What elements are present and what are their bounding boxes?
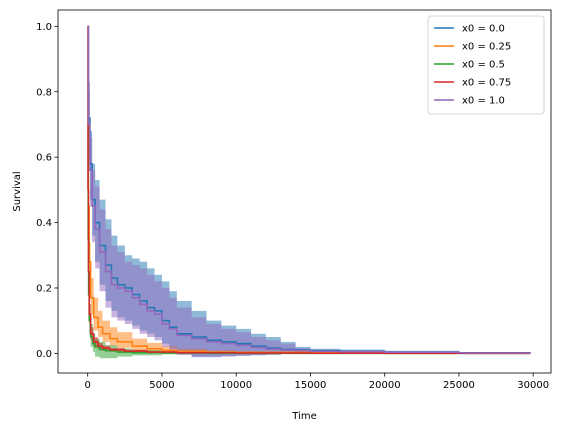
x-tick-label: 5000 xyxy=(149,380,174,391)
x-tick-label: 25000 xyxy=(443,380,475,391)
legend: x0 = 0.0 x0 = 0.25 x0 = 0.5 x0 = 0.75 x0 = 1… xyxy=(427,15,545,115)
y-tick-label: 0.0 xyxy=(36,349,52,360)
legend-label-1: x0 = 0.25 xyxy=(462,42,511,53)
legend-label-2: x0 = 0.5 xyxy=(462,60,505,71)
y-tick-label: 0.6 xyxy=(36,153,52,164)
y-tick-label: 0.4 xyxy=(36,218,52,229)
y-axis-label: Survival xyxy=(12,171,23,211)
x-axis-label: Time xyxy=(291,411,316,422)
legend-label-3: x0 = 0.75 xyxy=(462,78,511,89)
series-lines xyxy=(87,25,531,355)
legend-label-0: x0 = 0.0 xyxy=(462,24,505,35)
series-line-4 xyxy=(87,25,531,354)
x-tick-label: 15000 xyxy=(295,380,327,391)
y-axis: 0.0 0.2 0.4 0.6 0.8 1.0 xyxy=(36,22,58,360)
y-tick-label: 1.0 xyxy=(36,22,52,33)
y-tick-label: 0.2 xyxy=(36,283,52,294)
series-line-3 xyxy=(87,25,531,355)
legend-label-4: x0 = 1.0 xyxy=(462,96,505,107)
x-tick-label: 20000 xyxy=(369,380,401,391)
plot-frame xyxy=(57,9,552,374)
x-tick-label: 10000 xyxy=(220,380,252,391)
legend-box xyxy=(427,15,545,115)
y-tick-label: 0.8 xyxy=(36,87,52,98)
x-axis: 0 5000 10000 15000 20000 25000 30000 xyxy=(85,373,549,391)
x-tick-label: 30000 xyxy=(517,380,549,391)
x-tick-label: 0 xyxy=(85,380,91,391)
